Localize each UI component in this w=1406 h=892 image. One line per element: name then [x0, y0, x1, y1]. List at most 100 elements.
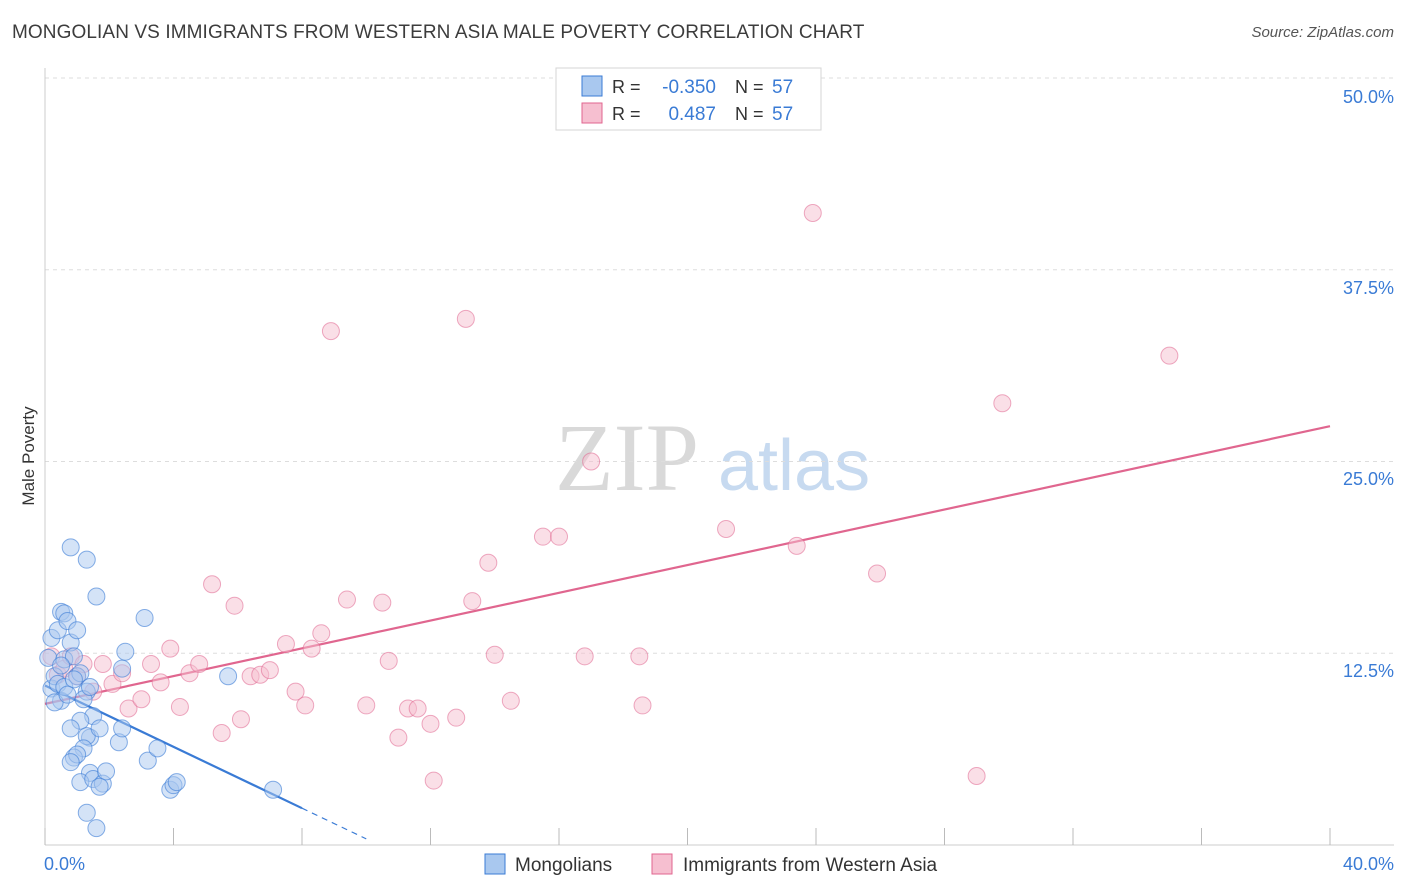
mongolians-point	[135, 608, 154, 627]
chart-title: MONGOLIAN VS IMMIGRANTS FROM WESTERN ASI…	[12, 22, 865, 43]
mongolians-point	[52, 656, 71, 675]
immigrants-point	[389, 728, 408, 747]
y-tick-label-25: 25.0%	[1343, 469, 1394, 489]
immigrants-point	[260, 661, 279, 680]
stats-n-label-1: N =	[735, 77, 764, 97]
immigrants-point	[967, 766, 986, 785]
immigrants-point	[868, 564, 887, 583]
immigrants-point	[337, 590, 356, 609]
stats-legend-swatch-immigrants	[581, 102, 603, 124]
mongolians-point	[264, 780, 283, 799]
stats-legend-swatch-mongolians	[581, 75, 603, 97]
watermark: ZIP atlas	[555, 404, 870, 511]
gridlines	[45, 77, 1394, 654]
trend-line-immigrants	[44, 425, 1331, 705]
legend-swatch-mongolians	[484, 853, 506, 875]
stats-r-value-1: -0.350	[662, 77, 716, 98]
stats-n-value-1: 57	[772, 77, 793, 98]
legend-swatch-immigrants	[651, 853, 673, 875]
immigrants-point	[456, 309, 475, 328]
series-legend: Mongolians Immigrants from Western Asia	[484, 853, 938, 876]
stats-n-label-2: N =	[735, 104, 764, 124]
immigrants-point	[463, 592, 482, 611]
mongolians-point	[64, 670, 83, 689]
stats-r-label-1: R =	[612, 77, 641, 97]
mongolians-point	[61, 719, 80, 738]
mongolians-point	[77, 550, 96, 569]
stats-n-value-2: 57	[772, 104, 793, 125]
immigrants-point	[161, 639, 180, 658]
immigrants-point	[212, 724, 231, 743]
immigrants-point	[993, 394, 1012, 413]
mongolians-point	[90, 719, 109, 738]
immigrants-point	[485, 645, 504, 664]
mongolians-point	[116, 642, 135, 661]
trend-line-mongolians-extension	[301, 807, 367, 840]
watermark-zip: ZIP	[555, 404, 699, 511]
mongolians-point	[87, 587, 106, 606]
immigrants-point	[312, 624, 331, 643]
mongolians-point	[61, 538, 80, 557]
mongolians-point	[77, 803, 96, 822]
immigrants-point	[447, 708, 466, 727]
immigrants-point	[231, 710, 250, 729]
immigrants-point	[501, 691, 520, 710]
immigrants-point	[119, 699, 138, 718]
mongolians-point	[61, 753, 80, 772]
mongolians-point	[90, 777, 109, 796]
immigrants-point	[286, 682, 305, 701]
immigrants-point	[479, 553, 498, 572]
stats-r-label-2: R =	[612, 104, 641, 124]
y-axis-title: Male Poverty	[19, 406, 38, 506]
immigrants-point	[787, 536, 806, 555]
stats-r-value-2: 0.487	[668, 104, 716, 125]
immigrants-point	[803, 203, 822, 222]
immigrants-point	[550, 527, 568, 546]
immigrants-point	[190, 654, 209, 673]
immigrants-point	[142, 654, 161, 673]
immigrants-point	[633, 696, 652, 715]
legend-label-mongolians: Mongolians	[515, 855, 612, 876]
watermark-atlas: atlas	[718, 426, 870, 506]
mongolians-point	[97, 762, 116, 781]
mongolians-points	[39, 538, 283, 838]
immigrants-point	[276, 635, 295, 654]
source-label: Source: ZipAtlas.com	[1251, 24, 1394, 41]
immigrants-point	[379, 651, 398, 670]
immigrants-point	[575, 647, 594, 666]
immigrants-point	[203, 575, 222, 594]
immigrants-point	[321, 322, 340, 341]
mongolians-point	[113, 659, 132, 678]
immigrants-point	[373, 593, 392, 612]
immigrants-point	[533, 527, 552, 546]
y-tick-label-12-5: 12.5%	[1343, 661, 1394, 681]
immigrants-point	[408, 699, 427, 718]
mongolians-point	[58, 685, 77, 704]
mongolians-point	[68, 621, 87, 640]
mongolians-point	[148, 739, 167, 758]
immigrants-point	[296, 696, 315, 715]
immigrants-point	[421, 714, 440, 733]
axes	[44, 68, 1394, 846]
x-tick-label-min: 0.0%	[44, 854, 85, 874]
immigrants-point	[93, 654, 112, 673]
mongolians-point	[138, 751, 157, 770]
immigrants-point	[132, 690, 151, 709]
immigrants-point	[357, 696, 376, 715]
mongolians-point	[80, 677, 99, 696]
stats-legend: R = -0.350 N = 57 R = 0.487 N = 57	[555, 67, 822, 131]
immigrants-point	[151, 673, 170, 692]
immigrants-point	[1160, 346, 1179, 365]
immigrants-point	[582, 452, 601, 471]
mongolians-point	[167, 773, 186, 792]
mongolians-point	[87, 819, 106, 838]
y-tick-label-37-5: 37.5%	[1343, 278, 1394, 298]
immigrants-point	[225, 596, 244, 615]
mongolians-point	[219, 667, 238, 686]
y-tick-label-50: 50.0%	[1343, 87, 1394, 107]
immigrants-point	[717, 519, 736, 538]
immigrants-point	[302, 639, 321, 658]
mongolians-point	[64, 647, 83, 666]
legend-label-immigrants: Immigrants from Western Asia	[683, 855, 938, 876]
